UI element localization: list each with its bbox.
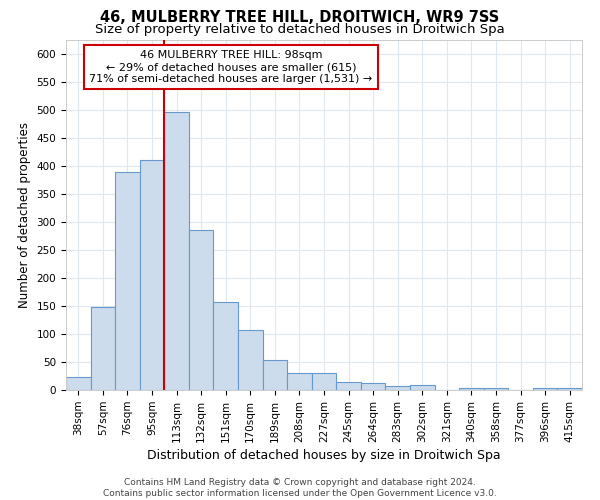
Bar <box>189 230 214 390</box>
Text: Size of property relative to detached houses in Droitwich Spa: Size of property relative to detached ho… <box>95 22 505 36</box>
Bar <box>336 382 361 390</box>
Bar <box>238 330 263 390</box>
Bar <box>140 160 164 390</box>
Bar <box>410 385 434 390</box>
Bar <box>263 360 287 390</box>
Bar <box>66 377 91 390</box>
Bar <box>164 112 189 390</box>
Bar <box>459 388 484 390</box>
Y-axis label: Number of detached properties: Number of detached properties <box>18 122 31 308</box>
Bar <box>115 172 140 390</box>
Bar <box>385 386 410 390</box>
Text: 46 MULBERRY TREE HILL: 98sqm
← 29% of detached houses are smaller (615)
71% of s: 46 MULBERRY TREE HILL: 98sqm ← 29% of de… <box>89 50 373 84</box>
Bar <box>287 373 312 390</box>
Text: 46, MULBERRY TREE HILL, DROITWICH, WR9 7SS: 46, MULBERRY TREE HILL, DROITWICH, WR9 7… <box>100 10 500 25</box>
Bar <box>533 388 557 390</box>
Text: Contains HM Land Registry data © Crown copyright and database right 2024.
Contai: Contains HM Land Registry data © Crown c… <box>103 478 497 498</box>
Bar <box>214 302 238 390</box>
Bar <box>91 307 115 390</box>
Bar <box>312 373 336 390</box>
Bar <box>484 388 508 390</box>
X-axis label: Distribution of detached houses by size in Droitwich Spa: Distribution of detached houses by size … <box>147 449 501 462</box>
Bar <box>361 384 385 390</box>
Bar <box>557 388 582 390</box>
